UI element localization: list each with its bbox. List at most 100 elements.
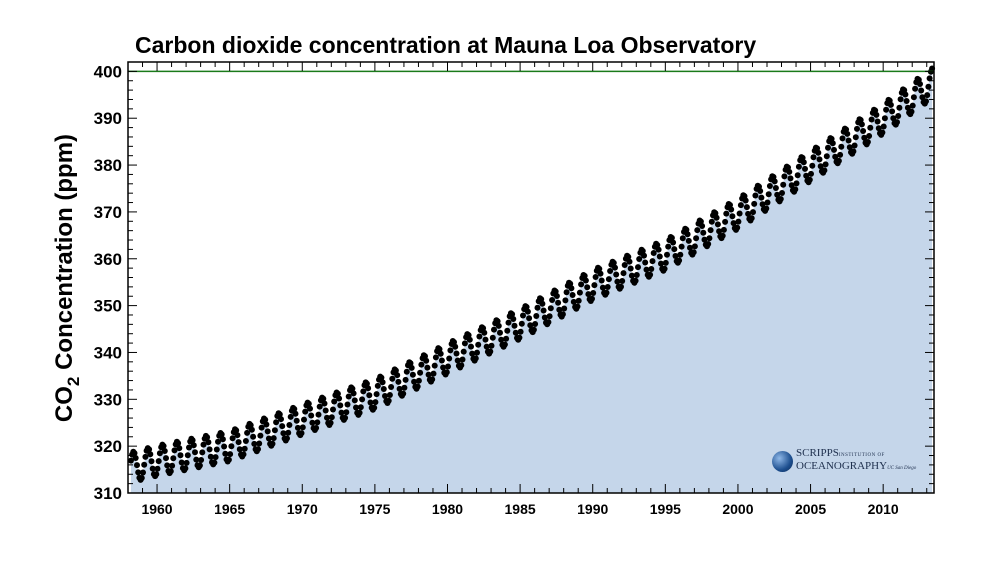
data-point	[817, 163, 824, 170]
data-point	[147, 451, 154, 458]
data-point	[597, 270, 604, 277]
data-point	[581, 272, 588, 279]
data-point	[373, 391, 380, 398]
data-point	[236, 446, 243, 453]
data-point	[511, 322, 518, 329]
data-point	[909, 102, 916, 109]
data-point	[257, 432, 264, 439]
data-point	[338, 409, 345, 416]
data-point	[658, 260, 664, 267]
data-point	[273, 419, 280, 426]
data-point	[154, 465, 161, 472]
data-point	[357, 404, 364, 411]
data-point	[262, 416, 269, 423]
data-point	[649, 258, 656, 265]
data-point	[234, 432, 241, 439]
data-point	[553, 293, 560, 299]
data-point	[494, 318, 501, 325]
data-point	[742, 197, 749, 204]
y-tick-label: 400	[94, 62, 122, 81]
data-point	[575, 297, 582, 304]
data-point	[687, 244, 693, 251]
data-point	[344, 401, 351, 408]
data-point	[517, 328, 524, 335]
data-point	[883, 106, 890, 113]
data-point	[569, 292, 576, 298]
data-point	[897, 96, 904, 103]
data-point	[287, 413, 294, 420]
data-point	[665, 243, 672, 250]
data-point	[458, 362, 465, 369]
data-point	[334, 390, 341, 397]
data-point	[488, 342, 495, 349]
data-point	[678, 243, 685, 250]
data-point	[620, 270, 627, 277]
data-point	[469, 350, 476, 357]
data-point	[422, 353, 428, 360]
data-point	[445, 363, 451, 370]
data-point	[527, 322, 534, 329]
data-point	[367, 399, 374, 406]
data-point	[305, 400, 312, 407]
data-point	[772, 185, 779, 191]
data-point	[351, 397, 358, 404]
data-point	[453, 350, 460, 357]
data-point	[714, 221, 721, 228]
data-point	[764, 199, 771, 206]
data-point	[134, 462, 140, 469]
data-point	[802, 165, 808, 172]
data-point	[170, 455, 177, 462]
data-point	[750, 209, 756, 216]
data-point	[250, 433, 257, 440]
data-point	[212, 454, 219, 461]
data-point	[815, 149, 822, 156]
data-point	[228, 443, 235, 450]
data-point	[414, 383, 421, 390]
data-point	[825, 144, 831, 151]
y-tick-label: 310	[94, 484, 122, 503]
data-point	[206, 446, 213, 453]
x-tick-label: 1995	[650, 501, 681, 517]
data-point	[307, 405, 313, 412]
data-point	[908, 108, 915, 115]
data-point	[745, 210, 752, 217]
data-point	[705, 241, 712, 247]
data-point	[729, 213, 736, 220]
data-point	[516, 334, 523, 341]
data-point	[161, 448, 168, 454]
data-point	[592, 274, 599, 280]
data-point	[854, 125, 860, 132]
data-point	[219, 436, 226, 443]
data-point	[345, 393, 352, 400]
data-point	[861, 134, 868, 141]
data-point	[727, 202, 733, 208]
data-point	[505, 319, 512, 326]
data-point	[831, 146, 837, 153]
data-point	[184, 452, 191, 459]
data-point	[343, 409, 350, 416]
data-point	[809, 162, 816, 169]
data-point	[431, 362, 438, 369]
globe-icon	[772, 450, 793, 472]
data-point	[643, 266, 650, 273]
data-point	[293, 417, 300, 424]
data-point	[436, 346, 443, 353]
data-point	[563, 289, 570, 296]
data-point	[523, 304, 530, 310]
data-point	[539, 300, 546, 307]
data-point	[751, 200, 758, 207]
data-point	[706, 235, 713, 242]
y-tick-labels: 310 320 330 340 350 360 370 380 390 400	[94, 62, 122, 503]
data-point	[614, 278, 621, 285]
data-point	[270, 435, 277, 442]
data-point	[670, 239, 677, 246]
data-point	[664, 251, 670, 258]
data-point	[589, 295, 595, 302]
data-point	[568, 285, 575, 292]
data-point	[356, 409, 363, 416]
data-point	[503, 335, 510, 342]
data-point	[291, 406, 298, 412]
data-point	[642, 259, 649, 266]
x-tick-label: 2010	[868, 501, 899, 517]
